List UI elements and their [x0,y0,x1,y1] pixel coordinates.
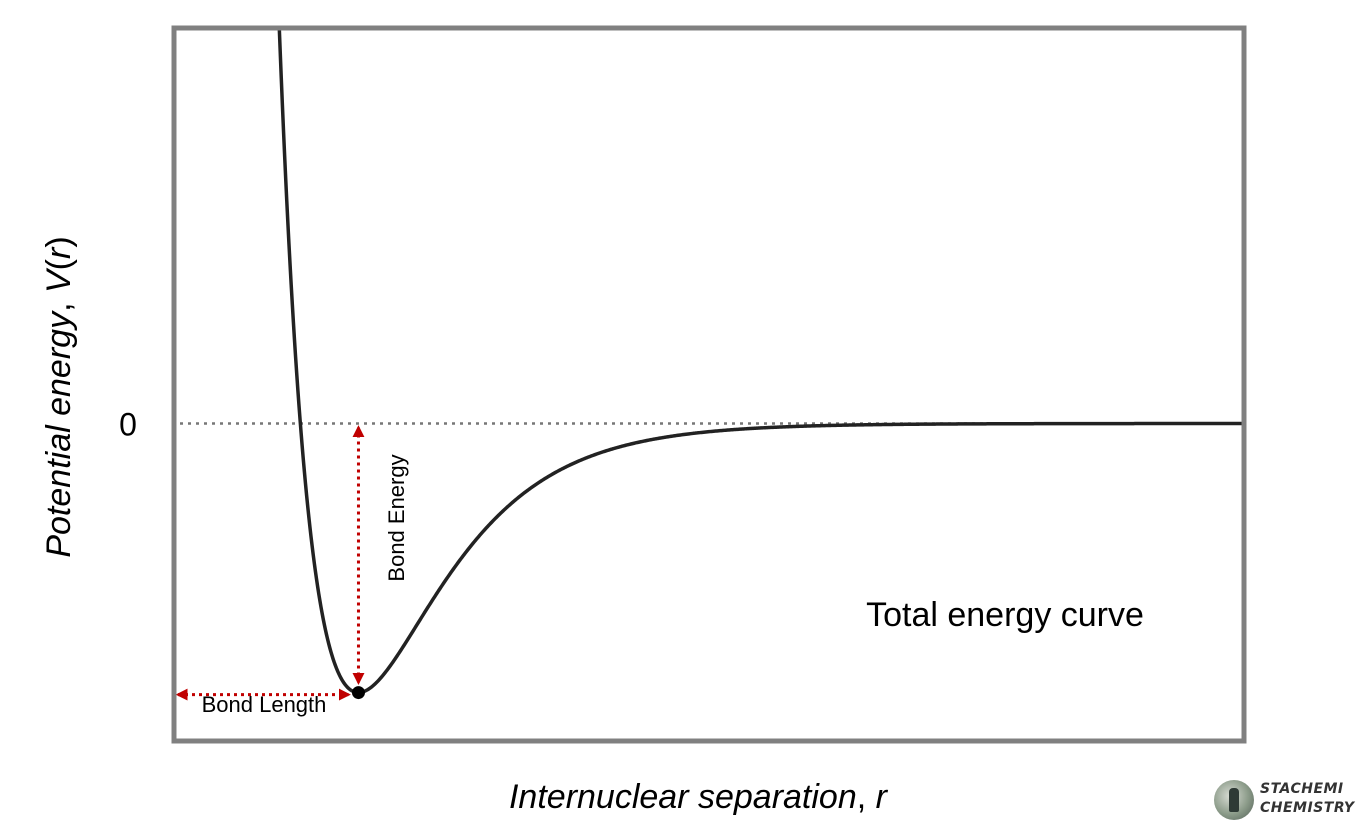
logo-text: STACHEMI CHEMISTRY [1260,780,1354,818]
y-axis-label-func: V [40,267,78,293]
x-axis-label: Internuclear separation, r [509,778,889,816]
y-tick-zero: 0 [119,407,137,443]
x-axis-label-var: r [876,778,889,816]
y-axis-label-main: Potential energy [40,310,78,558]
equilibrium-minimum-point [351,686,365,700]
y-axis-label-paren-close: ) [40,236,78,247]
logo-badge-icon [1214,780,1254,820]
logo-line1: STACHEMI [1260,781,1344,797]
y-axis-label-comma: , [40,293,78,312]
y-axis-label-var: r [40,246,78,259]
total-energy-curve-line [277,28,1244,695]
y-axis-label-paren-open: ( [40,258,78,270]
logo-line2: CHEMISTRY [1260,800,1355,816]
y-axis-label: Potential energy, V(r) [40,236,78,557]
x-axis-label-main: Internuclear separation [509,778,857,816]
plot-frame [171,25,1247,744]
x-axis-label-comma: , [857,778,876,816]
total-energy-curve-label: Total energy curve [866,596,1144,634]
bond-length-label: Bond Length [202,692,327,717]
bond-energy-label: Bond Energy [384,454,409,581]
stachemi-logo: STACHEMI CHEMISTRY [1214,778,1364,824]
